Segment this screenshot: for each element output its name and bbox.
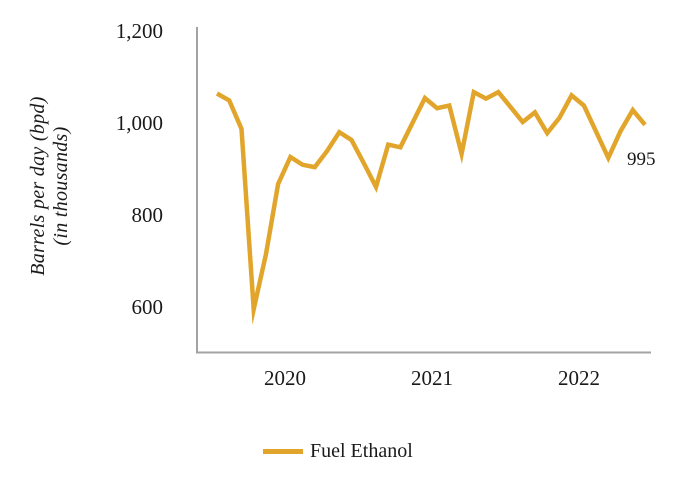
y-tick-1200: 1,200	[115, 19, 163, 43]
x-tick-2020: 2020	[264, 366, 306, 390]
y-tick-600: 600	[131, 295, 164, 319]
legend-label: Fuel Ethanol	[310, 440, 413, 462]
y-tick-800: 800	[131, 203, 164, 227]
y-axis-title-line1: Barrels per day (bpd)	[27, 96, 49, 276]
last-point-data-label: 995	[627, 148, 656, 170]
y-axis-title: Barrels per day (bpd) (in thousands)	[27, 26, 73, 346]
fuel-ethanol-line	[215, 88, 647, 326]
y-axis-title-line2: (in thousands)	[50, 126, 72, 246]
x-tick-2022: 2022	[558, 366, 600, 390]
legend-line-swatch	[263, 448, 303, 454]
y-tick-1000: 1,000	[115, 111, 163, 135]
x-tick-2021: 2021	[411, 366, 453, 390]
legend: Fuel Ethanol	[263, 437, 413, 465]
